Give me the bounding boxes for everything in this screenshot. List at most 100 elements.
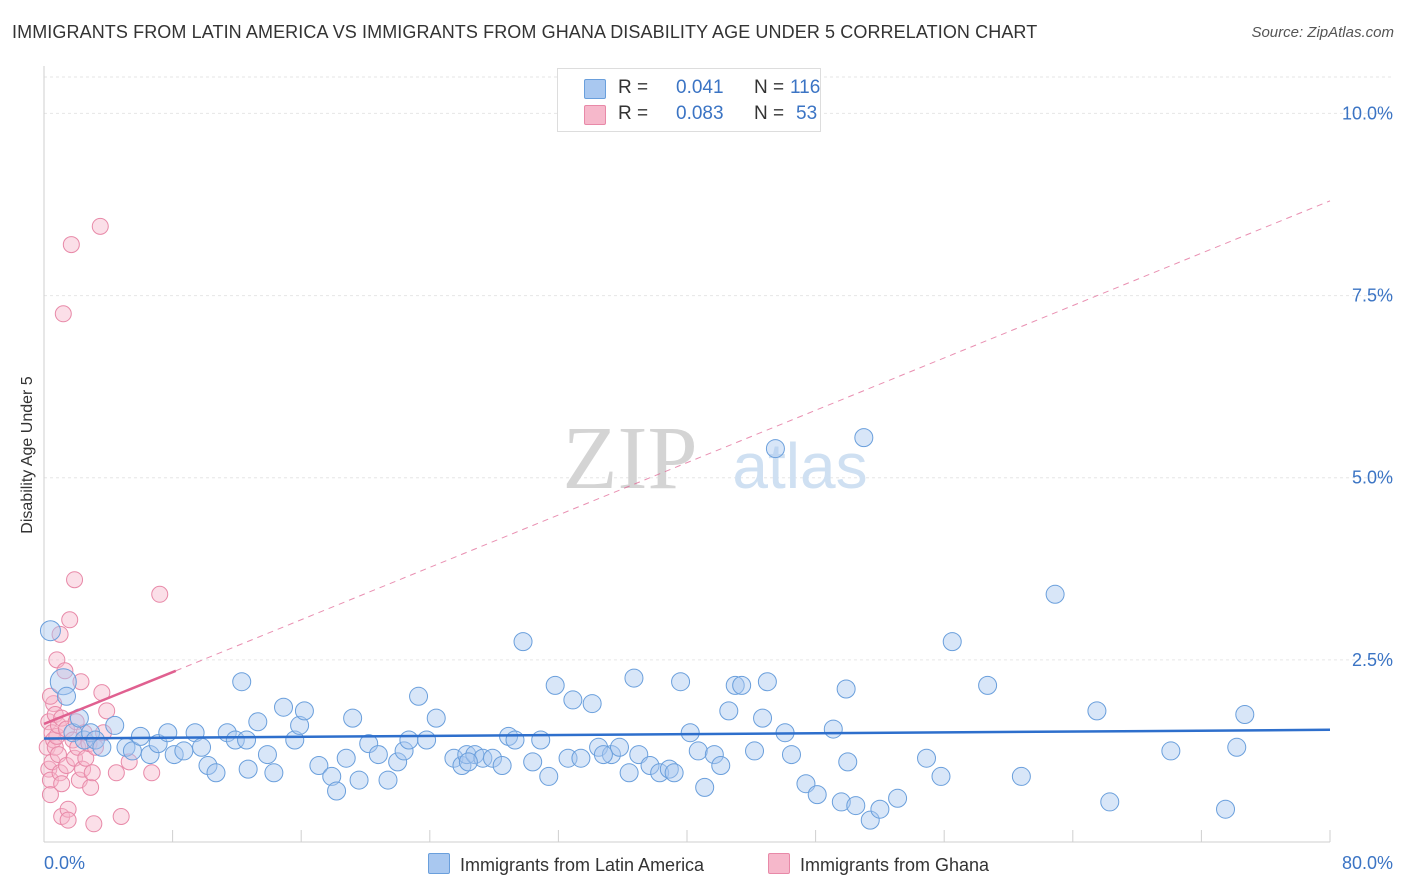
latin-america-point	[130, 726, 150, 746]
ghana-point	[151, 585, 169, 603]
latin-america-point	[1227, 737, 1247, 757]
ghana-point	[98, 702, 116, 720]
latin-america-point	[399, 730, 419, 750]
latin-america-point	[336, 748, 356, 768]
legend-r-value: 0.083	[676, 103, 724, 124]
latin-america-point	[505, 730, 525, 750]
latin-america-point	[757, 672, 777, 692]
x-tick-label: 80.0%	[1342, 853, 1393, 873]
ghana-point	[82, 778, 100, 796]
legend-r-value: 0.041	[676, 77, 724, 98]
latin-america-point	[140, 745, 160, 765]
bottom-legend-label: Immigrants from Ghana	[800, 855, 990, 875]
latin-america-point	[1100, 792, 1120, 812]
legend-n-value: 53	[796, 103, 818, 124]
latin-america-point	[105, 715, 125, 735]
latin-america-point	[457, 745, 477, 765]
latin-america-point	[482, 748, 502, 768]
latin-america-point	[92, 737, 112, 757]
y-tick-label: 5.0%	[1352, 468, 1393, 488]
y-tick-label: 10.0%	[1342, 103, 1393, 123]
latin-america-point	[232, 672, 252, 692]
ghana-point	[107, 764, 125, 782]
latin-america-point	[888, 788, 908, 808]
ghana-point	[83, 764, 101, 782]
series-ghana	[38, 217, 169, 833]
ghana-point	[54, 305, 72, 323]
tick-labels: 2.5% 5.0% 7.5% 10.0% 0.0% 80.0%	[44, 103, 1393, 873]
ghana-point	[74, 760, 92, 778]
ghana-point	[53, 775, 71, 793]
axes	[43, 66, 1331, 843]
latin-america-point	[206, 763, 226, 783]
ghana-point	[41, 786, 59, 804]
latin-america-point	[753, 708, 773, 728]
latin-america-point	[671, 672, 691, 692]
latin-america-point	[264, 763, 284, 783]
latin-america-point	[368, 745, 388, 765]
latin-america-point	[1235, 705, 1255, 724]
latin-america-point	[417, 730, 437, 750]
latin-america-point	[1087, 701, 1107, 721]
latin-america-point	[725, 675, 745, 695]
latin-america-point	[322, 766, 342, 786]
latin-america-point	[1161, 741, 1181, 761]
latin-america-point	[1216, 799, 1236, 819]
latin-america-point	[359, 734, 379, 754]
ghana-point	[91, 217, 109, 235]
latin-america-point	[854, 428, 874, 448]
latin-america-point	[343, 708, 363, 728]
ghana-point	[75, 724, 93, 742]
latin-america-point	[148, 734, 168, 754]
latin-america-point	[688, 741, 708, 761]
latin-america-point	[290, 715, 310, 735]
latin-america-point	[593, 745, 613, 765]
latin-america-point	[158, 723, 178, 743]
legend-n-value: 116	[790, 77, 821, 98]
x-tick-label: 0.0%	[44, 853, 85, 873]
latin-america-point	[74, 730, 94, 750]
latin-america-point	[836, 679, 856, 699]
y-tick-label: 2.5%	[1352, 650, 1393, 670]
ghana-point	[62, 236, 80, 254]
gridlines	[44, 76, 1394, 661]
latin-america-point	[274, 697, 294, 717]
latin-america-point	[601, 745, 621, 765]
latin-america-point	[174, 741, 194, 761]
latin-america-point	[285, 730, 305, 750]
latin-america-point	[609, 737, 629, 757]
latin-america-point	[452, 756, 472, 775]
latin-america-point	[870, 799, 890, 819]
latin-america-point	[513, 632, 533, 652]
ghana-point	[66, 571, 84, 589]
latin-america-point	[409, 686, 429, 706]
latin-america-point	[523, 752, 543, 772]
ghana-point	[120, 753, 138, 771]
latin-america-point	[807, 785, 827, 805]
ghana-trend-line	[43, 669, 177, 726]
latin-america-point	[732, 675, 752, 695]
chart-title: IMMIGRANTS FROM LATIN AMERICA VS IMMIGRA…	[12, 22, 1038, 42]
watermark-zip: ZIP	[563, 409, 698, 508]
latin-america-point	[378, 770, 398, 790]
latin-america-point	[198, 756, 218, 775]
latin-america-point	[563, 690, 583, 710]
latin-america-point	[823, 719, 843, 739]
y-axis-label: Disability Age Under 5	[19, 376, 36, 534]
ghana-point	[58, 720, 76, 738]
ghana-point	[77, 749, 95, 767]
latin-america-point	[248, 712, 268, 732]
latin-america-point	[388, 752, 408, 772]
legend-r-label: R =	[618, 103, 649, 124]
legend-n-label: N =	[754, 77, 785, 98]
latin-america-point	[531, 730, 551, 750]
latin-america-point	[164, 745, 184, 765]
latin-america-point	[942, 632, 962, 652]
watermark: ZIP atlas	[563, 409, 868, 508]
ghana-point	[41, 687, 59, 705]
latin-america-point	[237, 730, 257, 750]
latin-america-point	[238, 759, 258, 779]
latin-america-point	[571, 748, 591, 768]
bottom-legend-ghana: Immigrants from Ghana	[768, 853, 989, 876]
latin-america-point	[650, 763, 670, 783]
